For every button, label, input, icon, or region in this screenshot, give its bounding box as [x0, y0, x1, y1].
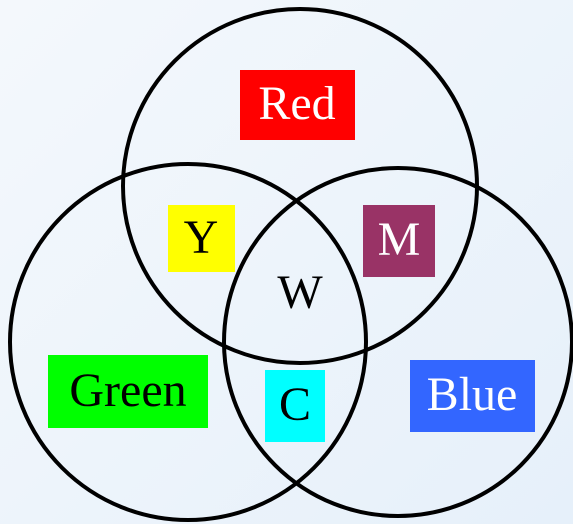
cyan-label: C [279, 378, 311, 431]
white-label: W [277, 266, 323, 319]
magenta-box [363, 205, 435, 277]
blue-label: Blue [427, 368, 518, 421]
green-box [48, 355, 208, 428]
yellow-label: Y [184, 211, 219, 264]
magenta-label: M [378, 213, 421, 266]
red-box [240, 70, 355, 140]
green-label: Green [69, 364, 186, 417]
cyan-box [265, 370, 325, 442]
red-label: Red [258, 77, 335, 130]
green-circle [8, 162, 368, 522]
blue-box [410, 360, 535, 432]
yellow-box [168, 205, 235, 272]
blue-circle [222, 166, 573, 518]
